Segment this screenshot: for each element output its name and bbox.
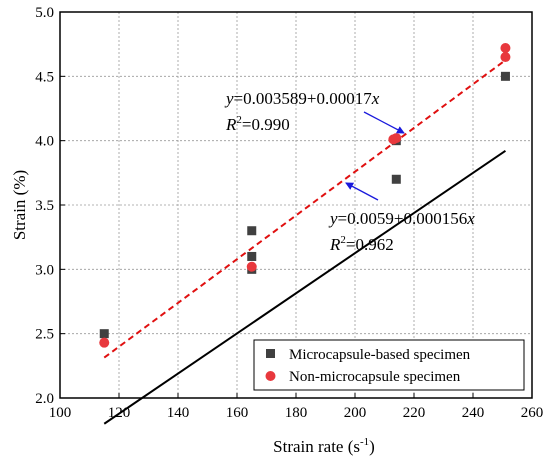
r2-red: R2=0.990 bbox=[225, 114, 290, 134]
point-microcapsule bbox=[391, 174, 401, 184]
point-microcapsule bbox=[247, 251, 257, 261]
equation-black: y=0.0059+0.000156x bbox=[328, 209, 475, 228]
x-axis-title: Strain rate (s-1) bbox=[273, 436, 375, 456]
x-tick-label: 140 bbox=[167, 405, 190, 421]
y-tick-labels: 2.0 2.5 3.0 3.5 4.0 4.5 5.0 bbox=[35, 5, 54, 407]
point-microcapsule bbox=[247, 226, 257, 236]
legend-marker-microcapsule bbox=[266, 349, 275, 358]
annotation-arrow-black bbox=[345, 182, 379, 201]
equation-annotation-red: y=0.003589+0.00017x R2=0.990 bbox=[224, 89, 380, 134]
equation-red: y=0.003589+0.00017x bbox=[224, 89, 380, 108]
y-tick-label: 4.0 bbox=[35, 134, 54, 150]
data-points bbox=[99, 43, 511, 348]
x-tick-label: 120 bbox=[108, 405, 131, 421]
x-tick-label: 200 bbox=[344, 405, 367, 421]
legend: Microcapsule-based specimen Non-microcap… bbox=[253, 339, 525, 391]
point-non-microcapsule bbox=[500, 43, 511, 54]
legend-box bbox=[253, 339, 525, 391]
point-non-microcapsule bbox=[391, 133, 402, 144]
y-tick-label: 3.0 bbox=[35, 262, 54, 278]
x-tick-label: 220 bbox=[403, 405, 426, 421]
y-tick-label: 4.5 bbox=[35, 69, 54, 85]
grid bbox=[60, 12, 532, 398]
legend-label-microcapsule: Microcapsule-based specimen bbox=[289, 347, 471, 363]
x-tick-label: 100 bbox=[49, 405, 72, 421]
y-tick-label: 2.0 bbox=[35, 391, 54, 407]
x-tick-labels: 100 120 140 160 180 200 220 240 260 bbox=[49, 405, 544, 421]
x-tick-label: 160 bbox=[226, 405, 249, 421]
point-microcapsule bbox=[99, 329, 109, 339]
x-tick-label: 240 bbox=[462, 405, 485, 421]
x-tick-label: 260 bbox=[521, 405, 544, 421]
equation-annotation-black: y=0.0059+0.000156x R2=0.962 bbox=[328, 209, 475, 254]
point-microcapsule bbox=[500, 71, 510, 81]
fit-lines bbox=[103, 59, 507, 425]
y-tick-label: 2.5 bbox=[35, 327, 54, 343]
y-axis-title: Strain (%) bbox=[10, 170, 29, 240]
annotation-arrow-red bbox=[363, 111, 405, 134]
r2-black: R2=0.962 bbox=[329, 234, 394, 254]
fit-line-non-microcapsule bbox=[103, 59, 507, 359]
point-non-microcapsule bbox=[246, 261, 257, 272]
y-tick-label: 5.0 bbox=[35, 5, 54, 21]
point-non-microcapsule bbox=[99, 337, 110, 348]
tick-marks bbox=[59, 11, 533, 399]
x-tick-label: 180 bbox=[285, 405, 308, 421]
legend-label-non-microcapsule: Non-microcapsule specimen bbox=[289, 369, 461, 385]
fit-line-microcapsule bbox=[103, 149, 507, 425]
y-tick-label: 3.5 bbox=[35, 198, 54, 214]
point-non-microcapsule bbox=[500, 52, 511, 63]
legend-marker-non-microcapsule bbox=[265, 371, 276, 381]
